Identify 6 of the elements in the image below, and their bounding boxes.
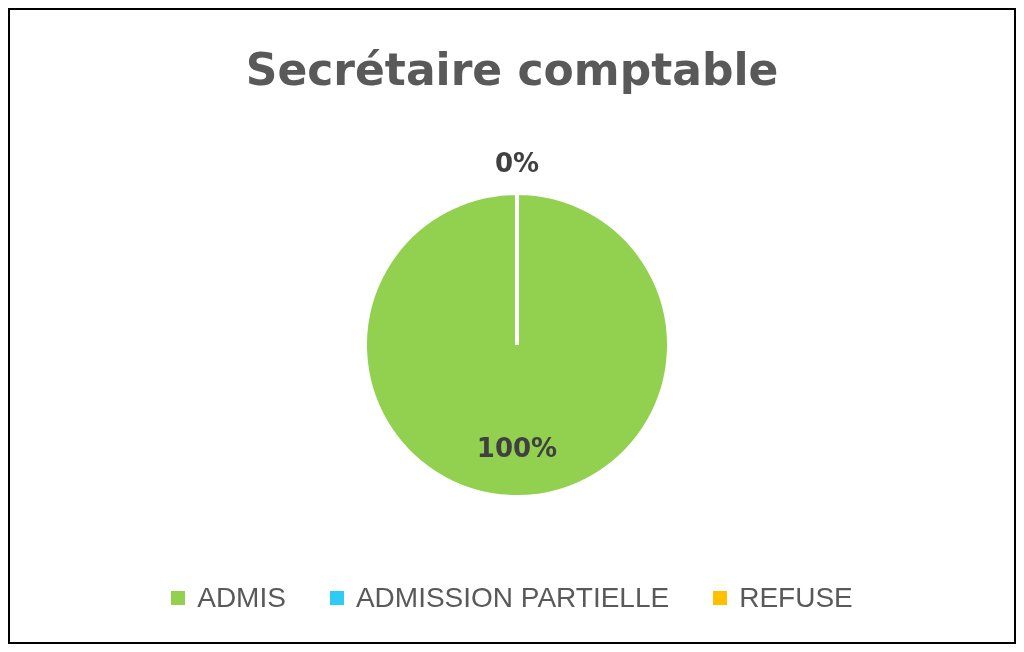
legend-label: ADMISSION PARTIELLE: [355, 582, 670, 614]
text: 0%: [494, 148, 540, 178]
legend-label: REFUSE: [739, 582, 853, 614]
chart-title: Secrétaire comptable: [244, 43, 780, 97]
data-label: 100%: [476, 433, 558, 464]
legend-label: ADMIS: [197, 582, 286, 614]
